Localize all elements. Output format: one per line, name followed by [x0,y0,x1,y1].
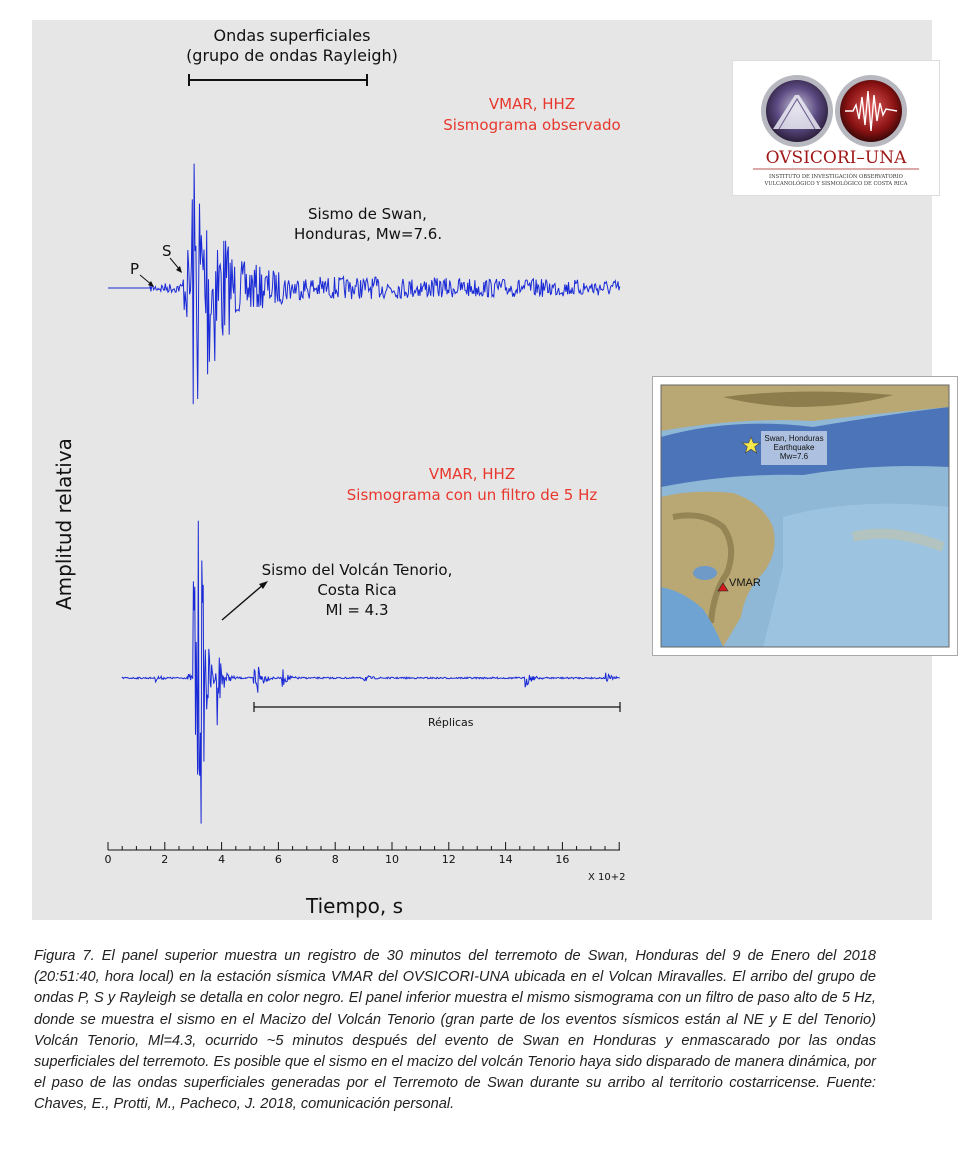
map-event-line3: Mw=7.6 [780,452,809,461]
phase-s-label: S [162,242,172,260]
observed-seismogram-trace [108,163,621,405]
x-tick-label: 14 [498,853,513,866]
panel2-station-line2: Sismograma con un filtro de 5 Hz [346,486,598,504]
tenorio-arrow [221,583,265,621]
x-tick-label: 12 [441,853,456,866]
rayleigh-label-line1: Ondas superficiales [213,26,371,45]
ovsicori-emblem: OVSICORI–UNA INSTITUTO DE INVESTIGACIÓN … [753,75,919,187]
x-tick-label: 16 [555,853,570,866]
panel1-station-line2: Sismograma observado [443,116,621,134]
panel1-event-label: Sismo de Swan, Honduras, Mw=7.6. [294,204,442,244]
station-triangle-icon [717,582,729,592]
panel2-station-label: VMAR, HHZ Sismograma con un filtro de 5 … [332,464,612,506]
logo-subtitle-line2: VULCANOLÓGICO Y SISMOLÓGICO DE COSTA RIC… [763,179,907,187]
ovsicori-logo: OVSICORI–UNA INSTITUTO DE INVESTIGACIÓN … [732,60,940,196]
panel1-event-line1: Sismo de Swan, [308,205,427,223]
x-axis-label: Tiempo, s [306,894,404,918]
map-station-label: VMAR [729,577,761,589]
rayleigh-label: Ondas superficiales (grupo de ondas Rayl… [162,26,422,66]
figure-caption: Figura 7. El panel superior muestra un r… [34,946,876,1116]
panel2-event-label: Sismo del Volcán Tenorio, Costa Rica Ml … [252,560,462,620]
map-event-line2: Earthquake [774,443,815,452]
panel1-station-line1: VMAR, HHZ [488,95,576,113]
replicas-label: Réplicas [428,716,474,729]
x-tick-label: 6 [274,853,282,866]
x-tick-label: 10 [385,853,399,866]
panel2-event-line1: Sismo del Volcán Tenorio, [261,561,453,579]
tenorio-arrowhead [259,581,268,589]
map-event-line1: Swan, Honduras [764,434,823,443]
x-tick-label: 8 [331,853,339,866]
x-tick-label: 2 [161,853,169,866]
phase-p-label: P [130,260,140,278]
x-tick-label: 4 [218,853,226,866]
filtered-seismogram-trace [121,520,620,824]
phase-s-arrowhead [176,266,182,273]
panel2-station-line1: VMAR, HHZ [428,465,516,483]
caption-text: Figura 7. El panel superior muestra un r… [34,948,876,1113]
rayleigh-label-line2: (grupo de ondas Rayleigh) [186,46,398,65]
panel2-event-line3: Ml = 4.3 [325,601,389,619]
figure-panel: Ondas superficiales (grupo de ondas Rayl… [32,20,958,920]
map-graphic: Swan, Honduras Earthquake Mw=7.6 VMAR [660,384,950,648]
panel2-event-line2: Costa Rica [317,581,397,599]
logo-subtitle-line1: INSTITUTO DE INVESTIGACIÓN OBSERVATORIO [769,172,903,180]
location-map: Swan, Honduras Earthquake Mw=7.6 VMAR [652,376,958,656]
x-tick-label: 0 [104,853,112,866]
seismogram-plot [107,74,621,851]
y-axis-label: Amplitud relativa [52,438,76,610]
phase-p-arrowhead [148,281,154,287]
x-multiplier: X 10+2 [588,872,626,883]
panel1-event-line2: Honduras, Mw=7.6. [294,225,443,243]
panel1-station-label: VMAR, HHZ Sismograma observado [392,94,672,136]
logo-name: OVSICORI–UNA [766,148,907,168]
